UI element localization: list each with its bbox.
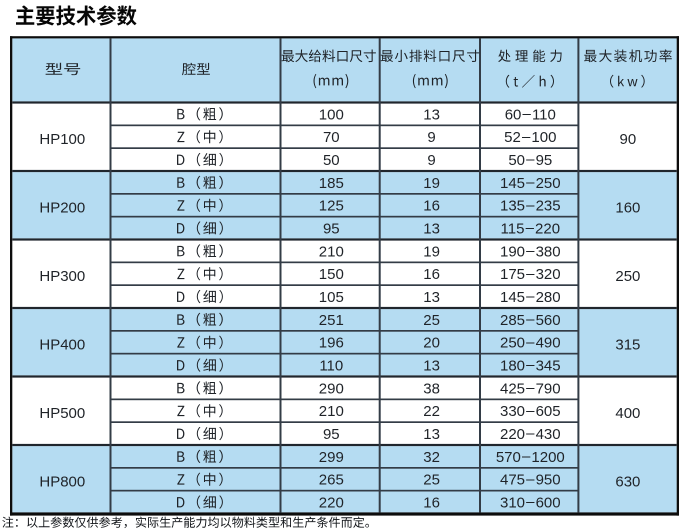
svg-text:265: 265 bbox=[319, 472, 344, 489]
svg-text:425–790: 425–790 bbox=[500, 379, 561, 397]
svg-text:HP100: HP100 bbox=[39, 131, 85, 148]
svg-text:50–95: 50–95 bbox=[508, 151, 552, 169]
svg-text:196: 196 bbox=[319, 335, 344, 352]
svg-text:125: 125 bbox=[319, 198, 344, 215]
svg-text:HP800: HP800 bbox=[39, 473, 85, 490]
svg-text:250–490: 250–490 bbox=[500, 334, 561, 352]
svg-text:145–250: 145–250 bbox=[500, 174, 561, 192]
svg-text:38: 38 bbox=[423, 380, 440, 397]
svg-text:90: 90 bbox=[620, 131, 637, 148]
svg-text:60–110: 60–110 bbox=[505, 105, 556, 123]
svg-text:115–220: 115–220 bbox=[501, 220, 560, 238]
svg-text:145–280: 145–280 bbox=[500, 288, 561, 306]
svg-text:19: 19 bbox=[423, 175, 440, 192]
svg-text:HP500: HP500 bbox=[39, 405, 85, 422]
svg-text:9: 9 bbox=[427, 152, 435, 169]
svg-text:105: 105 bbox=[319, 289, 344, 306]
svg-text:475–950: 475–950 bbox=[500, 471, 561, 489]
svg-text:190–380: 190–380 bbox=[500, 242, 561, 260]
svg-text:315: 315 bbox=[615, 336, 640, 353]
svg-text:330–605: 330–605 bbox=[500, 402, 561, 420]
svg-text:285–560: 285–560 bbox=[500, 311, 561, 329]
svg-text:32: 32 bbox=[423, 449, 440, 466]
svg-text:HP400: HP400 bbox=[39, 336, 85, 353]
svg-text:310–600: 310–600 bbox=[500, 494, 561, 512]
svg-text:110: 110 bbox=[319, 358, 343, 375]
svg-text:20: 20 bbox=[423, 335, 440, 352]
svg-text:16: 16 bbox=[423, 266, 440, 283]
svg-text:250: 250 bbox=[615, 268, 640, 285]
svg-text:175–320: 175–320 bbox=[500, 265, 561, 283]
svg-text:299: 299 bbox=[319, 449, 344, 466]
svg-text:95: 95 bbox=[323, 221, 340, 238]
svg-text:HP300: HP300 bbox=[39, 268, 85, 285]
svg-text:13: 13 bbox=[423, 221, 440, 238]
svg-text:290: 290 bbox=[319, 380, 344, 397]
svg-text:13: 13 bbox=[423, 426, 440, 443]
svg-text:180–345: 180–345 bbox=[500, 357, 561, 375]
svg-text:570–1200: 570–1200 bbox=[496, 448, 565, 466]
svg-text:13: 13 bbox=[423, 358, 440, 375]
svg-text:210: 210 bbox=[319, 403, 344, 420]
svg-text:HP200: HP200 bbox=[39, 199, 85, 216]
svg-text:9: 9 bbox=[427, 129, 435, 146]
svg-text:70: 70 bbox=[323, 129, 340, 146]
svg-text:19: 19 bbox=[423, 243, 440, 260]
svg-text:22: 22 bbox=[423, 403, 440, 420]
svg-text:400: 400 bbox=[615, 405, 640, 422]
svg-text:630: 630 bbox=[615, 473, 640, 490]
svg-text:16: 16 bbox=[423, 198, 440, 215]
svg-text:13: 13 bbox=[423, 289, 440, 306]
svg-text:251: 251 bbox=[319, 312, 344, 329]
svg-text:185: 185 bbox=[319, 175, 344, 192]
svg-text:25: 25 bbox=[423, 312, 440, 329]
svg-text:160: 160 bbox=[615, 199, 640, 216]
svg-text:210: 210 bbox=[319, 243, 344, 260]
svg-text:13: 13 bbox=[423, 106, 440, 123]
svg-text:150: 150 bbox=[319, 266, 344, 283]
svg-text:52–100: 52–100 bbox=[504, 128, 556, 146]
svg-text:135–235: 135–235 bbox=[500, 197, 561, 215]
svg-text:100: 100 bbox=[319, 106, 344, 123]
svg-text:95: 95 bbox=[323, 426, 340, 443]
svg-text:50: 50 bbox=[323, 152, 340, 169]
svg-text:220–430: 220–430 bbox=[500, 425, 561, 443]
svg-text:220: 220 bbox=[319, 495, 344, 512]
svg-text:16: 16 bbox=[423, 495, 440, 512]
svg-text:25: 25 bbox=[423, 472, 440, 489]
